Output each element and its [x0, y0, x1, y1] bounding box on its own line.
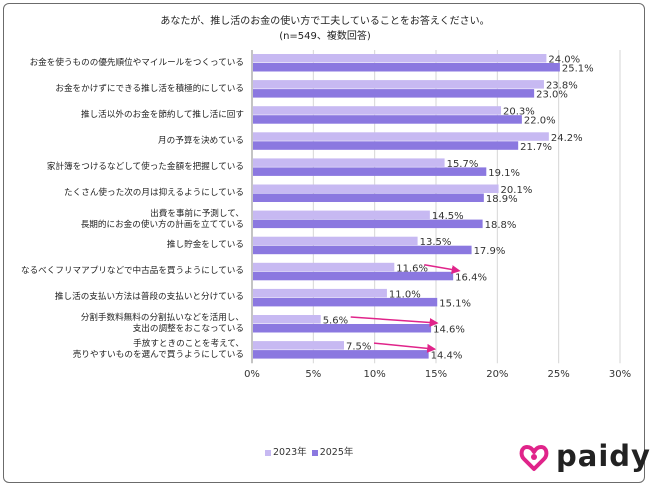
data-label: 22.0% — [524, 116, 556, 127]
chart-subtitle: (n=549、複数回答) — [279, 31, 371, 42]
bar-2023年 — [253, 288, 387, 298]
paidy-logo-text: paidy — [556, 439, 650, 473]
bar-2023年 — [253, 106, 502, 115]
paidy-logo: paidy — [518, 438, 650, 474]
category-label: たくさん使った次の月は抑えるようにしている — [64, 188, 244, 199]
data-label: 23.0% — [536, 90, 568, 101]
bar-2023年 — [253, 184, 499, 193]
bar-2025年 — [253, 271, 454, 281]
data-label: 11.0% — [389, 289, 421, 300]
chart-legend: 2023年 2025年 — [265, 444, 353, 458]
bar-2023年 — [253, 80, 544, 89]
category-label: 推し活の支払い方法は普段の支払いと分けている — [54, 292, 244, 303]
legend-label-2025: 2025年 — [319, 447, 354, 458]
category-label: なるべくフリマアプリなどで中古品を買うようにしている — [20, 266, 244, 277]
category-label: お金をかけずにできる推し活を積極的にしている — [55, 83, 244, 94]
bar-2025年 — [253, 89, 535, 98]
x-tick-label: 10% — [364, 369, 386, 380]
bar-2025年 — [253, 141, 519, 150]
data-label: 17.9% — [474, 246, 506, 257]
bar-2025年 — [253, 63, 560, 72]
increase-arrow — [373, 342, 437, 353]
x-tick-label: 5% — [305, 369, 321, 380]
bar-2025年 — [253, 193, 484, 202]
category-label: 家計簿をつけるなどして使った金額を把握している — [46, 161, 244, 172]
data-label: 15.1% — [439, 298, 471, 309]
category-label: 推し活以外のお金を節約して推し活に回す — [80, 109, 244, 120]
paidy-logo-icon — [519, 445, 549, 471]
data-label: 18.8% — [485, 220, 517, 231]
bar-2023年 — [253, 315, 321, 324]
data-label: 24.0% — [548, 55, 580, 66]
bar-2023年 — [253, 210, 430, 220]
data-label: 7.5% — [346, 342, 371, 353]
bar-2025年 — [253, 245, 472, 255]
data-label: 14.5% — [432, 211, 464, 222]
bar-2023年 — [253, 262, 395, 272]
bar-2023年 — [253, 54, 547, 63]
data-label: 24.2% — [551, 133, 583, 144]
category-label: お金を使うものの優先順位やマイルールをつくっている — [29, 57, 244, 68]
data-label: 14.4% — [431, 351, 463, 362]
bar-2025年 — [253, 297, 438, 307]
x-tick-label: 20% — [486, 369, 508, 380]
x-tick-label: 15% — [425, 369, 447, 380]
data-label: 13.5% — [420, 237, 452, 248]
category-label: 月の予算を決めている — [158, 135, 244, 146]
data-label: 5.6% — [323, 316, 348, 327]
bar-2023年 — [253, 158, 445, 167]
bar-2023年 — [253, 236, 418, 246]
category-label: 出費を事前に予測して、 長期的にお金の使い方の計画を立てている — [80, 208, 244, 230]
legend-label-2023: 2023年 — [273, 447, 307, 458]
x-tick-label: 30% — [609, 369, 631, 380]
data-label: 23.8% — [546, 81, 578, 92]
bar-2025年 — [253, 167, 487, 176]
legend-swatch-2023 — [265, 449, 271, 456]
x-tick-label: 0% — [244, 369, 260, 380]
x-tick-label: 25% — [548, 369, 570, 380]
data-label: 15.7% — [447, 159, 479, 170]
data-label: 20.1% — [501, 185, 533, 196]
data-label: 18.9% — [486, 194, 518, 205]
legend-swatch-2025 — [311, 449, 318, 456]
bar-2025年 — [253, 324, 432, 333]
data-label: 21.7% — [520, 142, 552, 153]
data-label: 11.6% — [396, 263, 428, 274]
data-label: 19.1% — [488, 168, 520, 179]
data-label: 16.4% — [455, 272, 487, 283]
bar-2023年 — [253, 132, 549, 141]
bar-2025年 — [253, 350, 429, 359]
data-label: 25.1% — [562, 64, 594, 75]
data-label: 14.6% — [433, 325, 465, 336]
bar-2023年 — [253, 341, 344, 350]
increase-arrow — [424, 264, 461, 274]
bar-2025年 — [253, 115, 522, 124]
category-label: 手放すときのことを考えて、 売りやすいものを選んで買うようにしている — [72, 339, 244, 361]
bar-2025年 — [253, 219, 483, 229]
chart-title: あなたが、推し活のお金の使い方で工夫していることをお答えください。 — [160, 16, 490, 27]
data-label: 20.3% — [503, 107, 535, 118]
increase-arrow — [350, 316, 439, 327]
category-label: 推し貯金をしている — [166, 240, 244, 251]
category-label: 分割手数料無料の分割払いなどを活用し、 支出の調整をおこなっている — [80, 313, 244, 335]
